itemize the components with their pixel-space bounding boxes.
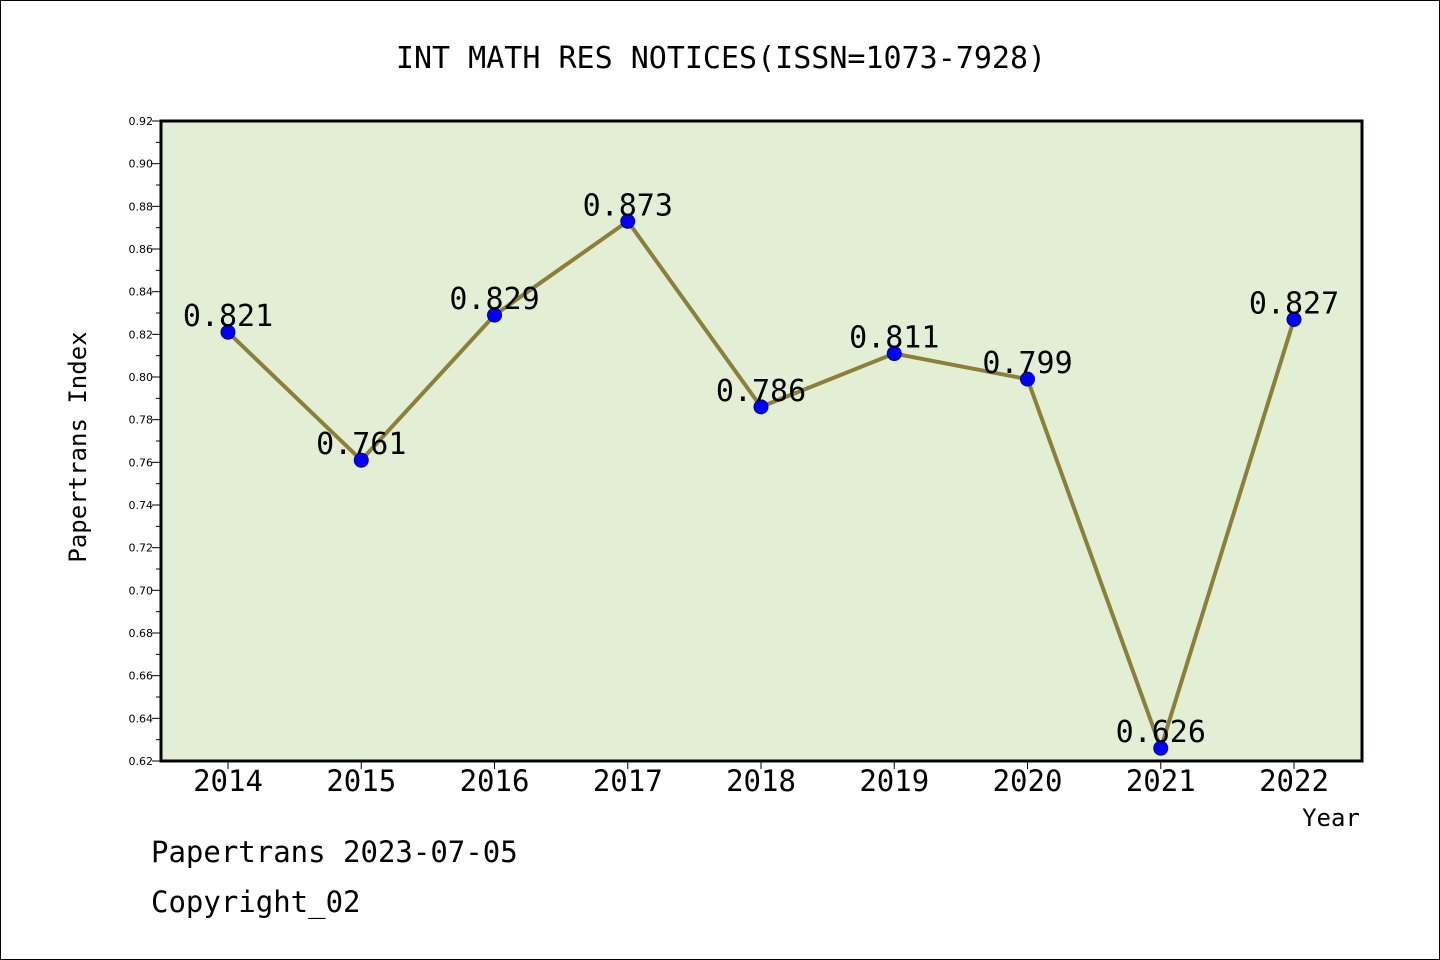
- y-tick-label: 0.64: [129, 712, 154, 725]
- data-label: 0.811: [849, 321, 939, 356]
- y-tick-label: 0.82: [129, 328, 154, 341]
- x-tick-label: 2016: [460, 764, 530, 798]
- data-point-marker: [487, 307, 502, 323]
- data-label: 0.626: [1116, 715, 1206, 750]
- data-label: 0.761: [316, 427, 406, 462]
- data-point-marker: [1286, 311, 1302, 327]
- y-tick-label: 0.74: [129, 499, 154, 512]
- y-tick-label: 0.62: [129, 755, 154, 768]
- y-tick-label: 0.84: [129, 286, 154, 299]
- plot-border: [159, 119, 1364, 763]
- y-tick-label: 0.86: [129, 243, 154, 256]
- x-tick-label: 2014: [193, 764, 263, 798]
- footer-date: Papertrans 2023-07-05: [151, 835, 518, 869]
- data-point-marker: [220, 324, 236, 340]
- data-point-marker: [353, 452, 369, 468]
- y-axis-label: Papertrans Index: [64, 331, 92, 562]
- y-tick-label: 0.88: [129, 200, 154, 213]
- data-point-marker: [886, 346, 902, 362]
- x-tick-label: 2017: [593, 764, 663, 798]
- y-tick-label: 0.68: [129, 627, 154, 640]
- data-label: 0.799: [982, 346, 1072, 381]
- x-tick-label: 2020: [993, 764, 1063, 798]
- data-label: 0.786: [716, 374, 806, 409]
- x-tick-label: 2021: [1126, 764, 1196, 798]
- data-label: 0.829: [449, 282, 539, 317]
- data-label: 0.873: [583, 188, 673, 223]
- data-label: 0.821: [183, 299, 273, 334]
- y-tick-label: 0.70: [129, 584, 154, 597]
- x-tick-label: 2022: [1259, 764, 1329, 798]
- y-tick-label: 0.72: [129, 542, 154, 555]
- plot-area: [161, 121, 1362, 761]
- y-tick-label: 0.66: [129, 670, 154, 683]
- footer-copyright: Copyright_02: [151, 885, 361, 919]
- data-point-marker: [1153, 740, 1169, 756]
- y-tick-label: 0.90: [129, 158, 154, 171]
- y-tick-label: 0.76: [129, 456, 154, 469]
- x-tick-label: 2019: [859, 764, 929, 798]
- data-point-marker: [620, 213, 636, 229]
- y-tick-label: 0.78: [129, 414, 154, 427]
- x-axis-label: Year: [1302, 804, 1360, 832]
- y-tick-label: 0.80: [129, 371, 154, 384]
- chart-title: INT MATH RES NOTICES(ISSN=1073-7928): [396, 41, 1046, 76]
- x-tick-label: 2015: [326, 764, 396, 798]
- data-point-marker: [753, 399, 769, 415]
- data-label: 0.827: [1249, 286, 1339, 321]
- data-point-marker: [1020, 371, 1035, 387]
- y-tick-label: 0.92: [129, 115, 154, 128]
- x-tick-label: 2018: [726, 764, 796, 798]
